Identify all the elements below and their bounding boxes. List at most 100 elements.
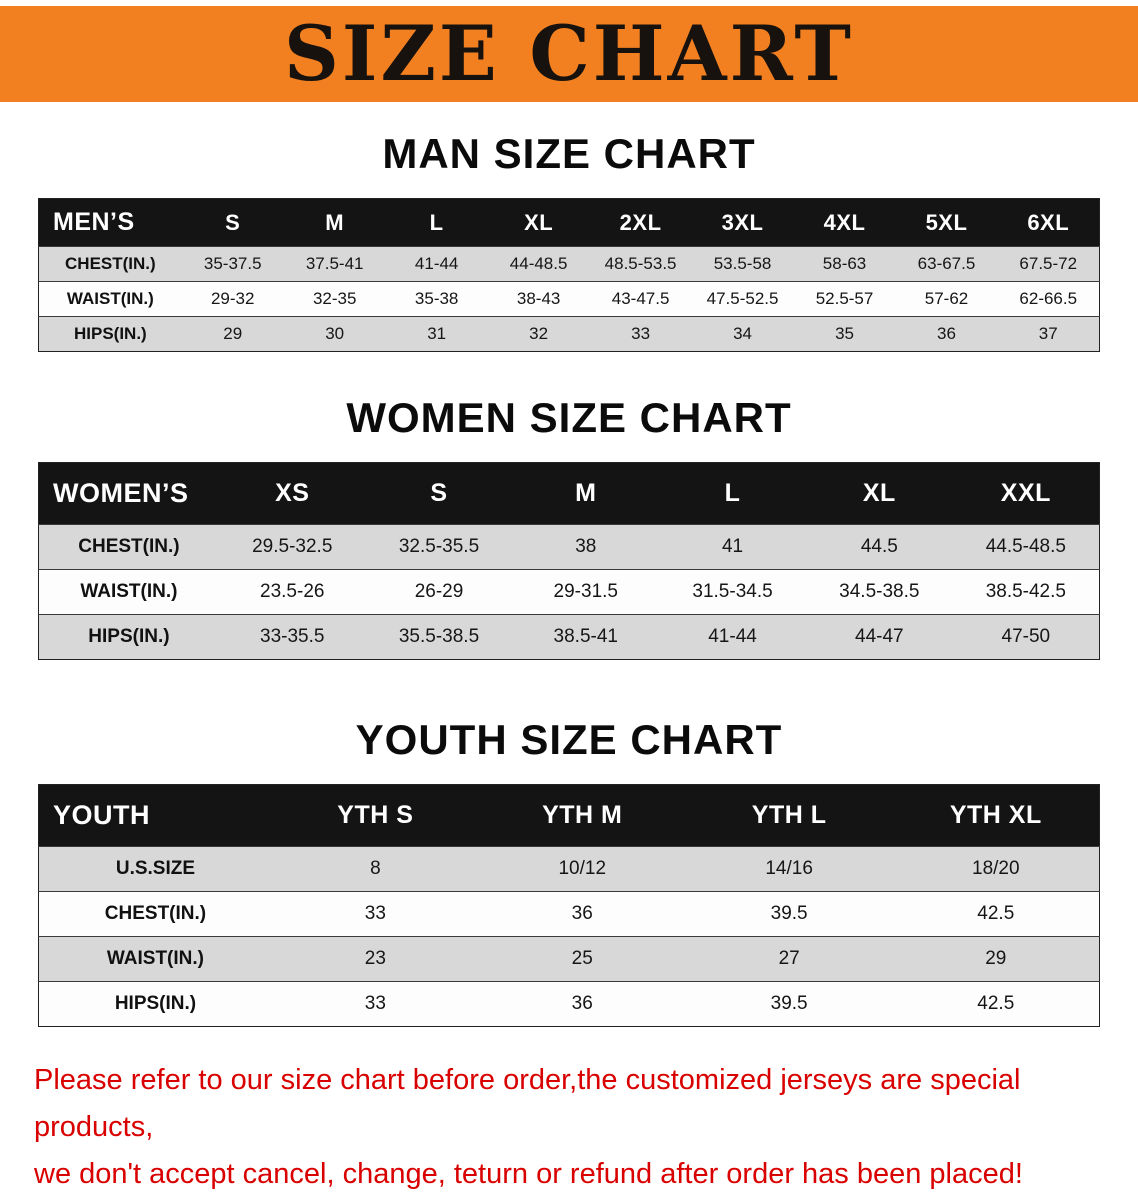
size-column-header: 4XL bbox=[793, 198, 896, 247]
size-value: 33 bbox=[364, 903, 386, 924]
size-value: 67.5-72 bbox=[1019, 254, 1078, 273]
size-column-header: YTH M bbox=[478, 784, 686, 847]
size-column-header: XL bbox=[487, 198, 590, 247]
table-header-row: MEN’S S M L XL 2XL 3XL 4XL 5XL 6XL bbox=[38, 198, 1100, 247]
size-column-header: XS bbox=[218, 462, 366, 525]
size-value: 63-67.5 bbox=[917, 254, 976, 273]
size-value: 35.5-38.5 bbox=[398, 626, 480, 647]
table-title: MEN’S bbox=[38, 198, 182, 247]
size-column-header: M bbox=[283, 198, 386, 247]
youth-size-table: YOUTH YTH S YTH M YTH L YTH XL U.S.SIZE 8 10/12… bbox=[38, 784, 1100, 1027]
size-value: 41-44 bbox=[414, 254, 459, 273]
size-value: 14/16 bbox=[765, 858, 813, 879]
size-value: 29.5-32.5 bbox=[252, 536, 333, 557]
row-label: HIPS(IN.) bbox=[88, 626, 170, 647]
size-value: 32 bbox=[529, 324, 549, 343]
table-row: HIPS(IN.) 29 30 31 32 33 34 35 36 37 bbox=[38, 316, 1100, 352]
size-column-header: S bbox=[181, 198, 284, 247]
size-value: 32.5-35.5 bbox=[398, 536, 480, 557]
size-value: 33 bbox=[364, 993, 386, 1014]
size-value: 23.5-26 bbox=[260, 581, 325, 602]
size-value: 37.5-41 bbox=[305, 254, 364, 273]
size-value: 23 bbox=[364, 948, 386, 969]
size-column-header: YTH S bbox=[271, 784, 479, 847]
size-value: 25 bbox=[571, 948, 593, 969]
size-column-header: 3XL bbox=[691, 198, 794, 247]
row-label: HIPS(IN.) bbox=[114, 993, 197, 1014]
disclaimer-line-1: Please refer to our size chart before or… bbox=[34, 1064, 1021, 1143]
row-label: CHEST(IN.) bbox=[78, 536, 180, 557]
page-title: SIZE CHART bbox=[284, 9, 854, 98]
size-value: 31.5-34.5 bbox=[692, 581, 773, 602]
size-value: 26-29 bbox=[414, 581, 464, 602]
section-women-size-chart: WOMEN SIZE CHART WOMEN’S XS S M L XL XXL CHEST(… bbox=[0, 394, 1138, 660]
size-value: 44-47 bbox=[855, 626, 904, 647]
men-size-table: MEN’S S M L XL 2XL 3XL 4XL 5XL 6XL CHEST(IN.) 35-37… bbox=[38, 198, 1100, 352]
size-value: 44-48.5 bbox=[509, 254, 568, 273]
size-column-header: YTH XL bbox=[892, 784, 1100, 847]
row-label: CHEST(IN.) bbox=[104, 903, 207, 924]
row-label: WAIST(IN.) bbox=[66, 289, 154, 308]
table-row: HIPS(IN.) 33-35.5 35.5-38.5 38.5-41 41-44 44-… bbox=[38, 614, 1100, 660]
size-value: 35 bbox=[835, 324, 854, 343]
size-value: 27 bbox=[778, 948, 800, 969]
men-chart-heading: MAN SIZE CHART bbox=[382, 130, 756, 177]
size-value: 39.5 bbox=[770, 903, 808, 924]
size-value: 39.5 bbox=[770, 993, 808, 1014]
size-column-header: L bbox=[385, 198, 488, 247]
row-label: U.S.SIZE bbox=[115, 858, 196, 879]
size-value: 34.5-38.5 bbox=[839, 581, 920, 602]
size-value: 8 bbox=[370, 858, 381, 879]
size-value: 42.5 bbox=[977, 903, 1015, 924]
size-value: 33-35.5 bbox=[260, 626, 325, 647]
size-value: 34 bbox=[733, 324, 753, 343]
size-column-header: S bbox=[365, 462, 513, 525]
table-row: WAIST(IN.) 29-32 32-35 35-38 38-43 43-47.5 47.… bbox=[38, 281, 1100, 317]
size-column-header: XXL bbox=[952, 462, 1100, 525]
size-value: 29 bbox=[985, 948, 1007, 969]
table-row: U.S.SIZE 8 10/12 14/16 18/20 bbox=[38, 846, 1100, 892]
section-youth-size-chart: YOUTH SIZE CHART YOUTH YTH S YTH M YTH L YTH… bbox=[0, 716, 1138, 1027]
size-value: 47-50 bbox=[1001, 626, 1051, 647]
women-size-table: WOMEN’S XS S M L XL XXL CHEST(IN.) 29.5-32.5 32.5… bbox=[38, 462, 1100, 660]
table-row: WAIST(IN.) 23.5-26 26-29 29-31.5 31.5-34.5 34… bbox=[38, 569, 1100, 615]
row-label: WAIST(IN.) bbox=[80, 581, 178, 602]
size-value: 62-66.5 bbox=[1019, 289, 1078, 308]
size-value: 44.5 bbox=[860, 536, 898, 557]
size-value: 29-31.5 bbox=[553, 581, 618, 602]
size-value: 36 bbox=[571, 993, 593, 1014]
size-value: 44.5-48.5 bbox=[985, 536, 1066, 557]
size-value: 29-32 bbox=[210, 289, 255, 308]
size-value: 35-37.5 bbox=[203, 254, 262, 273]
size-column-header: L bbox=[659, 462, 806, 525]
size-value: 48.5-53.5 bbox=[604, 254, 677, 273]
table-row: CHEST(IN.) 29.5-32.5 32.5-35.5 38 41 44.5 44.5… bbox=[38, 524, 1100, 570]
table-header-row: YOUTH YTH S YTH M YTH L YTH XL bbox=[38, 784, 1100, 847]
row-label: CHEST(IN.) bbox=[65, 254, 156, 273]
row-label: HIPS(IN.) bbox=[74, 324, 147, 343]
size-value: 37 bbox=[1038, 324, 1058, 343]
size-value: 38-43 bbox=[516, 289, 561, 308]
size-value: 57-62 bbox=[924, 289, 969, 308]
table-title: YOUTH bbox=[38, 784, 272, 847]
size-value: 38 bbox=[575, 536, 597, 557]
size-value: 58-63 bbox=[822, 254, 867, 273]
size-value: 36 bbox=[937, 324, 956, 343]
table-header-row: WOMEN’S XS S M L XL XXL bbox=[38, 462, 1100, 525]
size-value: 18/20 bbox=[972, 858, 1020, 879]
size-value: 36 bbox=[571, 903, 593, 924]
size-column-header: XL bbox=[805, 462, 953, 525]
table-row: HIPS(IN.) 33 36 39.5 42.5 bbox=[38, 981, 1100, 1027]
women-chart-heading: WOMEN SIZE CHART bbox=[346, 394, 792, 441]
size-column-header: M bbox=[512, 462, 660, 525]
disclaimer: Please refer to our size chart before or… bbox=[34, 1057, 1104, 1198]
size-value: 35-38 bbox=[414, 289, 459, 308]
size-column-header: 2XL bbox=[589, 198, 692, 247]
size-value: 52.5-57 bbox=[815, 289, 874, 308]
size-value: 42.5 bbox=[977, 993, 1015, 1014]
table-title: WOMEN’S bbox=[38, 462, 219, 525]
size-column-header: YTH L bbox=[685, 784, 893, 847]
size-value: 10/12 bbox=[558, 858, 607, 879]
size-value: 43-47.5 bbox=[611, 289, 670, 308]
